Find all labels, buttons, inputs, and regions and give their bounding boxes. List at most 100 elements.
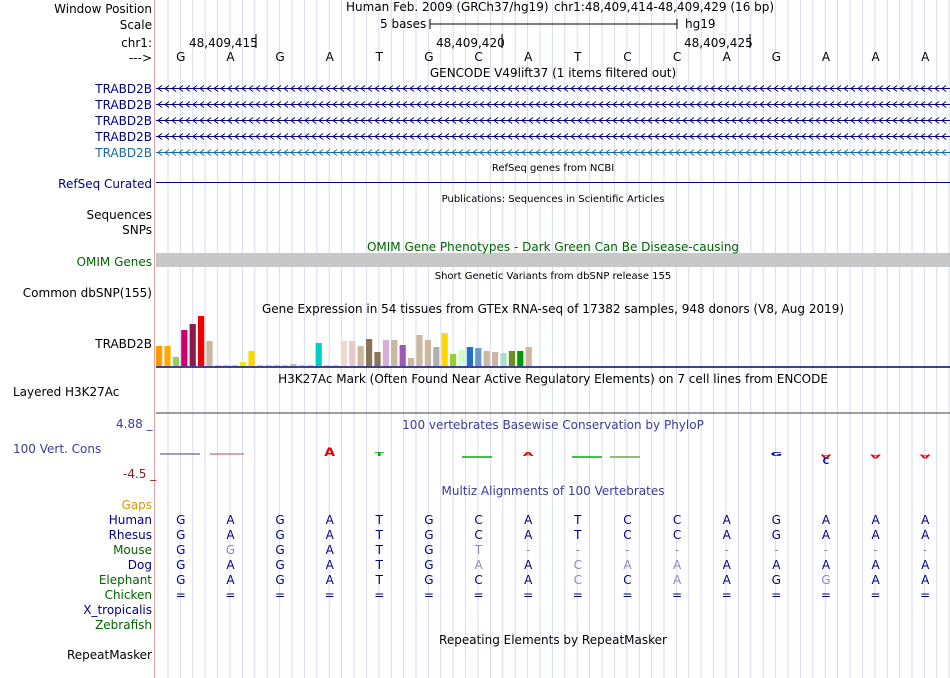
h3k27ac-label[interactable]: Layered H3K27Ac bbox=[13, 385, 120, 399]
alignment-base: A bbox=[722, 558, 731, 572]
snps-label[interactable]: SNPs bbox=[122, 223, 152, 237]
gtex-bar bbox=[374, 352, 381, 366]
alignment-base: = bbox=[820, 588, 831, 602]
window-position-label: Window Position bbox=[54, 2, 152, 16]
gtex-bar bbox=[492, 352, 499, 366]
alignment-base: A bbox=[921, 558, 930, 572]
repeatmasker-label[interactable]: RepeatMasker bbox=[66, 648, 152, 662]
gtex-bar bbox=[298, 365, 305, 366]
sequences-label[interactable]: Sequences bbox=[86, 208, 152, 222]
scale-label: Scale bbox=[119, 18, 152, 32]
multiz-species-label[interactable]: X_tropicalis bbox=[83, 603, 152, 617]
gtex-bar bbox=[231, 365, 238, 366]
alignment-base: A bbox=[921, 513, 930, 527]
alignment-base: G bbox=[275, 513, 285, 527]
reference-base: T bbox=[375, 50, 383, 64]
gtex-bar bbox=[517, 351, 524, 366]
tick-label-2: 48,409,420 bbox=[436, 36, 505, 50]
alignment-base: A bbox=[722, 573, 731, 587]
multiz-species-label[interactable]: Rhesus bbox=[108, 528, 152, 542]
gtex-label[interactable]: TRABD2B bbox=[95, 337, 152, 351]
refseq-label[interactable]: RefSeq Curated bbox=[58, 177, 152, 191]
gtex-bar bbox=[349, 341, 356, 366]
multiz-species-label[interactable]: Human bbox=[108, 513, 152, 527]
omim-gene-bar bbox=[156, 253, 950, 267]
phylop-logo: A bbox=[821, 453, 833, 460]
gencode-label-2[interactable]: TRABD2B bbox=[95, 98, 152, 112]
alignment-base: = bbox=[175, 588, 186, 602]
reference-base: C bbox=[474, 50, 483, 64]
alignment-base: G bbox=[176, 573, 186, 587]
tick-label-1: 48,409,415 bbox=[189, 36, 258, 50]
alignment-base: A bbox=[871, 528, 880, 542]
multiz-species-label[interactable]: Zebrafish bbox=[95, 618, 152, 632]
multiz-species-label[interactable]: Elephant bbox=[98, 573, 152, 587]
reference-base: A bbox=[871, 50, 880, 64]
gtex-bar bbox=[198, 316, 205, 366]
gtex-bar bbox=[433, 347, 440, 366]
scale-assembly: hg19 bbox=[685, 17, 716, 31]
tick-label-3: 48,409,425 bbox=[684, 36, 753, 50]
alignment-base: T bbox=[375, 528, 383, 542]
alignment-base: T bbox=[375, 573, 383, 587]
reference-base: C bbox=[623, 50, 632, 64]
alignment-base: A bbox=[871, 573, 880, 587]
alignment-base: G bbox=[424, 573, 434, 587]
gtex-bar bbox=[332, 365, 339, 366]
alignment-base: G bbox=[424, 513, 434, 527]
gtex-bar bbox=[324, 365, 331, 366]
alignment-base: C bbox=[573, 558, 582, 572]
alignment-base: C bbox=[474, 528, 483, 542]
alignment-base: = bbox=[523, 588, 534, 602]
alignment-base: = bbox=[622, 588, 633, 602]
alignment-base: C bbox=[623, 528, 632, 542]
gtex-bar bbox=[466, 347, 473, 366]
gtex-bar bbox=[399, 345, 406, 366]
alignment-base: G bbox=[424, 528, 434, 542]
alignment-base: C bbox=[672, 513, 682, 527]
gencode-label-5[interactable]: TRABD2B bbox=[95, 146, 152, 160]
alignment-base: A bbox=[524, 528, 533, 542]
multiz-species-label[interactable]: Mouse bbox=[113, 543, 152, 557]
reference-base: G bbox=[424, 50, 434, 64]
gtex-bar bbox=[408, 358, 415, 366]
alignment-base: T bbox=[375, 513, 383, 527]
gencode-label-4[interactable]: TRABD2B bbox=[95, 130, 152, 144]
gencode-track-title: GENCODE V49lift37 (1 items filtered out) bbox=[429, 66, 677, 80]
alignment-base: C bbox=[623, 573, 632, 587]
alignment-base: G bbox=[275, 543, 285, 557]
alignment-base: G bbox=[275, 558, 285, 572]
chrom-label: chr1: bbox=[121, 36, 152, 50]
omim-label[interactable]: OMIM Genes bbox=[76, 255, 152, 269]
gencode-label-1[interactable]: TRABD2B bbox=[95, 82, 152, 96]
gtex-bar bbox=[382, 340, 389, 366]
alignment-base: A bbox=[821, 528, 831, 542]
gtex-bar bbox=[458, 350, 465, 366]
phylop-logo: A bbox=[920, 453, 932, 460]
gaps-label[interactable]: Gaps bbox=[121, 498, 152, 512]
gtex-bar bbox=[500, 353, 507, 366]
multiz-species-label[interactable]: Dog bbox=[127, 558, 152, 572]
gtex-bar bbox=[340, 341, 347, 366]
alignment-base: = bbox=[771, 588, 782, 602]
alignment-base: T bbox=[375, 543, 383, 557]
alignment-base: A bbox=[325, 528, 334, 542]
alignment-base: A bbox=[524, 573, 533, 587]
alignment-base: G bbox=[176, 558, 186, 572]
dbsnp-label[interactable]: Common dbSNP(155) bbox=[22, 286, 152, 300]
alignment-base: A bbox=[226, 528, 235, 542]
alignment-base: - bbox=[575, 543, 580, 557]
alignment-base: A bbox=[722, 528, 731, 542]
position-readout[interactable]: chr1:48,409,414-48,409,429 (16 bp) bbox=[554, 0, 775, 14]
gtex-bar bbox=[357, 346, 364, 366]
genome-assembly-title: Human Feb. 2009 (GRCh37/hg19) bbox=[346, 0, 549, 14]
alignment-base: C bbox=[474, 513, 483, 527]
alignment-base: - bbox=[526, 543, 531, 557]
phylop-label[interactable]: 100 Vert. Cons bbox=[13, 442, 102, 456]
multiz-species-label[interactable]: Chicken bbox=[104, 588, 152, 602]
gtex-bar bbox=[206, 341, 213, 366]
gtex-track-title: Gene Expression in 54 tissues from GTEx … bbox=[261, 302, 845, 316]
gencode-label-3[interactable]: TRABD2B bbox=[95, 114, 152, 128]
alignment-base: A bbox=[871, 558, 880, 572]
